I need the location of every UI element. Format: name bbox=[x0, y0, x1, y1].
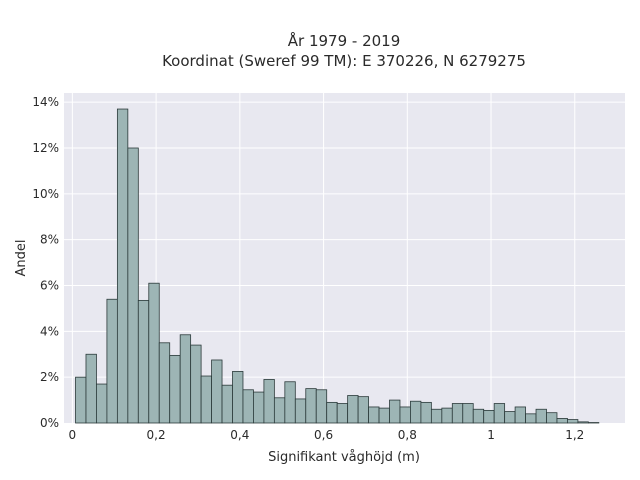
histogram-bar bbox=[148, 282, 160, 424]
histogram-bar bbox=[305, 388, 317, 424]
x-tick-label: 0,6 bbox=[314, 428, 333, 442]
histogram-bar bbox=[190, 344, 202, 424]
x-tick-label: 1,2 bbox=[565, 428, 584, 442]
x-tick-label: 0,4 bbox=[230, 428, 249, 442]
y-axis-title: Andel bbox=[14, 240, 29, 277]
histogram-bar bbox=[263, 379, 275, 424]
y-tick-label: 8% bbox=[40, 233, 59, 247]
histogram-bar bbox=[357, 396, 369, 424]
histogram-bar bbox=[514, 406, 526, 424]
x-axis-ticks: 0 0,2 0,4 0,6 0,8 1 1,2 bbox=[69, 428, 585, 442]
histogram-bars bbox=[75, 108, 600, 424]
x-tick-label: 1 bbox=[487, 428, 495, 442]
y-tick-label: 6% bbox=[40, 279, 59, 293]
histogram-bar bbox=[211, 359, 223, 424]
histogram-bar bbox=[430, 408, 443, 424]
histogram-bar bbox=[284, 381, 296, 424]
histogram-bar bbox=[441, 407, 453, 424]
x-tick-label: 0,8 bbox=[398, 428, 417, 442]
x-tick-label: 0,2 bbox=[147, 428, 166, 442]
histogram-bar bbox=[315, 389, 328, 424]
histogram-bar bbox=[75, 376, 87, 424]
histogram-bar bbox=[294, 398, 307, 424]
histogram-bar bbox=[106, 298, 118, 424]
histogram-bar bbox=[462, 403, 474, 424]
histogram-bar bbox=[96, 383, 108, 424]
histogram-bar bbox=[546, 412, 558, 424]
histogram-bar bbox=[200, 375, 212, 424]
histogram-bar bbox=[179, 334, 192, 424]
y-tick-label: 10% bbox=[32, 187, 59, 201]
histogram-bar bbox=[525, 413, 537, 424]
histogram-bar bbox=[368, 406, 380, 424]
y-tick-label: 0% bbox=[40, 416, 59, 430]
chart-title-line-1: År 1979 - 2019 bbox=[288, 31, 401, 50]
histogram-bar bbox=[127, 147, 139, 424]
y-axis-ticks: 0% 2% 4% 6% 8% 10% 12% 14% bbox=[32, 95, 59, 430]
histogram-bar bbox=[389, 399, 401, 424]
histogram-bar bbox=[577, 421, 589, 424]
histogram-bar bbox=[472, 408, 485, 424]
histogram-bar bbox=[420, 401, 432, 424]
histogram-bar bbox=[567, 419, 579, 424]
chart-title-line-2: Koordinat (Sweref 99 TM): E 370226, N 62… bbox=[162, 52, 526, 70]
histogram-bar bbox=[504, 411, 516, 424]
histogram-bar bbox=[169, 354, 181, 424]
histogram-bar bbox=[556, 418, 568, 424]
histogram-bar bbox=[535, 408, 547, 424]
y-tick-label: 4% bbox=[40, 324, 59, 338]
histogram-bar bbox=[232, 371, 244, 424]
histogram-bar bbox=[85, 353, 97, 424]
x-tick-label: 0 bbox=[69, 428, 77, 442]
histogram-bar bbox=[242, 389, 254, 424]
histogram-bar bbox=[158, 342, 171, 424]
histogram-bar bbox=[347, 395, 359, 424]
histogram-bar bbox=[253, 391, 265, 424]
histogram-bar bbox=[221, 384, 233, 424]
y-tick-label: 12% bbox=[32, 141, 59, 155]
histogram-bar bbox=[273, 397, 286, 424]
x-axis-title: Signifikant våghöjd (m) bbox=[268, 450, 420, 465]
histogram-bar bbox=[399, 406, 411, 424]
y-tick-label: 14% bbox=[32, 95, 59, 109]
histogram-bar bbox=[451, 403, 464, 424]
histogram-bar bbox=[336, 403, 349, 424]
histogram-bar bbox=[493, 403, 506, 424]
histogram-bar bbox=[326, 401, 338, 424]
histogram-bar bbox=[378, 407, 390, 424]
histogram-bar bbox=[410, 400, 422, 424]
histogram-bar bbox=[483, 409, 495, 424]
y-tick-label: 2% bbox=[40, 370, 59, 384]
histogram-bar bbox=[137, 299, 150, 424]
histogram-bar bbox=[116, 108, 129, 424]
